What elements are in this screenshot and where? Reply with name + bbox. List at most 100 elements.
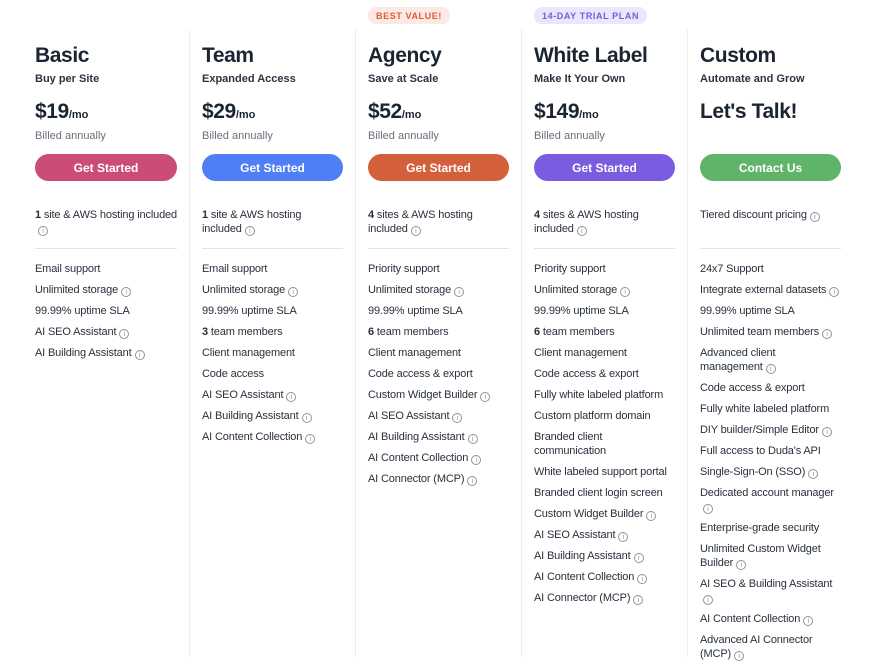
feature-item: Unlimited Custom Widget Builder i xyxy=(700,543,821,570)
info-icon[interactable]: i xyxy=(121,287,132,297)
feature-item: 99.99% uptime SLA xyxy=(35,305,130,317)
feature-item: Branded client communication xyxy=(534,431,607,457)
feature-item: Branded client login screen xyxy=(534,487,663,499)
feature-item: Custom Widget Builder i xyxy=(534,507,675,521)
feature-item: AI SEO & Building Assistanti xyxy=(700,578,833,605)
feature-item: AI Content Collection i xyxy=(534,570,675,584)
feature-item: Advanced AI Connector (MCP) i xyxy=(700,634,813,661)
info-icon[interactable]: i xyxy=(734,651,745,661)
plan-tagline: Expanded Access xyxy=(202,73,296,85)
section-divider xyxy=(700,248,841,249)
feature-item: AI Building Assistant i xyxy=(35,346,177,360)
info-icon[interactable]: i xyxy=(454,287,465,297)
feature-item: 6 team members xyxy=(534,326,615,338)
feature-item: AI SEO Assistant i xyxy=(35,325,177,339)
plan-price: $52/mo xyxy=(368,100,509,125)
feature-item: Full access to Duda's API xyxy=(700,445,821,457)
plan-name: Team xyxy=(202,44,254,67)
price-amount: $149 xyxy=(534,100,580,123)
info-icon[interactable]: i xyxy=(38,226,48,236)
cta-button[interactable]: Contact Us xyxy=(700,154,841,181)
plan-tagline: Make It Your Own xyxy=(534,73,626,85)
info-icon[interactable]: i xyxy=(829,287,840,297)
info-icon[interactable]: i xyxy=(288,287,299,297)
info-icon[interactable]: i xyxy=(467,476,478,486)
billing-note: Billed annually xyxy=(368,130,439,142)
feature-item: AI Content Collection i xyxy=(202,430,343,444)
price-suffix: /mo xyxy=(235,109,256,121)
plan-column-team: Team Expanded Access $29/mo Billed annua… xyxy=(189,30,355,657)
info-icon[interactable]: i xyxy=(119,329,130,339)
feature-item: 99.99% uptime SLA xyxy=(202,305,297,317)
info-icon[interactable]: i xyxy=(736,560,747,570)
price-amount: $29 xyxy=(202,100,236,123)
feature-item: Code access & export xyxy=(534,368,639,380)
cta-button[interactable]: Get Started xyxy=(35,154,177,181)
info-icon[interactable]: i xyxy=(633,553,644,563)
info-icon[interactable]: i xyxy=(620,287,631,297)
feature-item: AI Content Collection i xyxy=(700,612,841,626)
info-icon[interactable]: i xyxy=(452,413,463,423)
info-icon[interactable]: i xyxy=(803,616,814,626)
info-icon[interactable]: i xyxy=(703,595,713,605)
price-suffix: /mo xyxy=(401,109,422,121)
info-icon[interactable]: i xyxy=(703,504,713,514)
cta-button[interactable]: Get Started xyxy=(202,154,343,181)
info-icon[interactable]: i xyxy=(633,595,644,605)
feature-item: Email support xyxy=(202,263,268,275)
price-suffix: /mo xyxy=(68,109,89,121)
info-icon[interactable]: i xyxy=(809,212,820,222)
feature-item: Dedicated account manageri xyxy=(700,487,834,514)
feature-item: AI Building Assistant i xyxy=(534,549,675,563)
feature-item: Client management xyxy=(202,347,295,359)
info-icon[interactable]: i xyxy=(808,469,819,479)
feature-item: AI Building Assistant i xyxy=(202,409,343,423)
cta-button[interactable]: Get Started xyxy=(534,154,675,181)
info-icon[interactable]: i xyxy=(471,455,482,465)
plans-row: Basic Buy per Site $19/mo Billed annuall… xyxy=(23,7,886,661)
feature-item: DIY builder/Simple Editor i xyxy=(700,423,841,437)
plan-highlight: 4 sites & AWS hosting included i xyxy=(368,209,473,236)
info-icon[interactable]: i xyxy=(765,364,776,374)
info-icon[interactable]: i xyxy=(467,434,478,444)
feature-item: AI SEO Assistant i xyxy=(534,528,675,542)
info-icon[interactable]: i xyxy=(305,434,316,444)
info-icon[interactable]: i xyxy=(286,392,297,402)
info-icon[interactable]: i xyxy=(301,413,312,423)
plan-column-basic: Basic Buy per Site $19/mo Billed annuall… xyxy=(23,30,189,657)
billing-note xyxy=(700,130,841,144)
feature-item: Advanced client management i xyxy=(700,347,776,374)
info-icon[interactable]: i xyxy=(646,511,657,521)
feature-item: Integrate external datasets i xyxy=(700,283,841,297)
info-icon[interactable]: i xyxy=(618,532,629,542)
info-icon[interactable]: i xyxy=(480,392,491,402)
info-icon[interactable]: i xyxy=(244,226,255,236)
plan-column-agency: BEST VALUE! Agency Save at Scale $52/mo … xyxy=(355,7,521,657)
cta-button[interactable]: Get Started xyxy=(368,154,509,181)
feature-item: Single-Sign-On (SSO) i xyxy=(700,465,841,479)
feature-item: 3 team members xyxy=(202,326,283,338)
feature-item: 99.99% uptime SLA xyxy=(368,305,463,317)
feature-item: Priority support xyxy=(534,263,606,275)
price-amount: $19 xyxy=(35,100,69,123)
plan-name: Agency xyxy=(368,44,442,67)
price-suffix: /mo xyxy=(579,109,599,121)
info-icon[interactable]: i xyxy=(821,427,832,437)
info-icon[interactable]: i xyxy=(134,350,145,360)
feature-item: 99.99% uptime SLA xyxy=(534,305,629,317)
plan-name: Basic xyxy=(35,44,90,67)
feature-list: Email support Unlimited storage i 99.99% up… xyxy=(35,262,177,360)
plan-highlight: Tiered discount pricing i xyxy=(700,208,841,248)
feature-list: Priority support Unlimited storage i 99.99%… xyxy=(534,262,675,605)
plan-name: Custom xyxy=(700,44,776,67)
info-icon[interactable]: i xyxy=(410,226,421,236)
info-icon[interactable]: i xyxy=(576,226,587,236)
feature-item: 24x7 Support xyxy=(700,263,764,275)
info-icon[interactable]: i xyxy=(637,574,648,584)
plan-name: White Label xyxy=(534,44,648,67)
feature-item: White labeled support portal xyxy=(534,466,667,478)
feature-list: Email support Unlimited storage i 99.99% up… xyxy=(202,262,343,444)
info-icon[interactable]: i xyxy=(821,329,832,339)
